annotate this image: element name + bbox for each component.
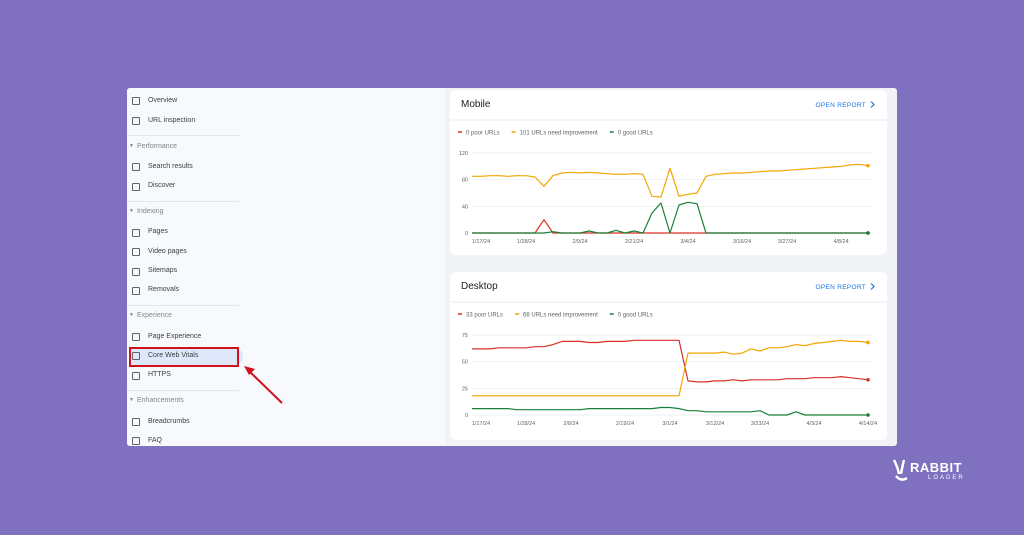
divider xyxy=(127,389,239,391)
series-line xyxy=(472,163,869,198)
divider xyxy=(127,304,239,306)
brand-sub: LOADER xyxy=(928,475,965,481)
brand-icon xyxy=(892,459,908,481)
chevron xyxy=(870,283,875,290)
chart-title: Mobile xyxy=(461,99,491,110)
legend-label: 0 good URLs xyxy=(618,312,653,318)
x-tick-label: 2/9/24 xyxy=(572,239,587,245)
x-tick-label: 1/17/24 xyxy=(472,421,490,427)
series-line xyxy=(472,339,869,383)
x-tick-label: 3/23/24 xyxy=(751,421,769,427)
nav-item[interactable]: Video pages xyxy=(148,247,187,255)
legend-label: 0 good URLs xyxy=(618,130,653,136)
nav-item[interactable]: Core Web Vitals xyxy=(148,351,199,359)
nav-icon xyxy=(132,352,140,361)
end-dot xyxy=(866,413,870,417)
y-tick-label: 0 xyxy=(465,413,468,419)
section-caret: ▼ xyxy=(129,312,134,319)
y-tick-label: 25 xyxy=(462,386,468,392)
nav-item[interactable]: Discover xyxy=(148,182,176,190)
x-tick-label: 1/28/24 xyxy=(517,239,535,245)
x-tick-label: 3/16/24 xyxy=(733,239,751,245)
y-tick-label: 40 xyxy=(462,204,468,210)
x-tick-label: 4/3/24 xyxy=(806,421,821,427)
nav-item[interactable]: HTTPS xyxy=(148,371,171,379)
x-tick-label: 4/8/24 xyxy=(833,239,848,245)
brand-name: RABBIT xyxy=(910,460,963,475)
chart-title: Desktop xyxy=(461,281,498,292)
x-tick-label: 2/21/24 xyxy=(625,239,643,245)
legend-label: 101 URLs need improvement xyxy=(520,130,598,136)
nav-item[interactable]: Sitemaps xyxy=(148,267,178,274)
open-report[interactable]: OPEN REPORT xyxy=(816,102,867,109)
section-caret: ▼ xyxy=(129,208,134,215)
sidebar: Overview URL inspection ▼ Performance Search… xyxy=(127,88,445,446)
mobile-card: Mobile OPEN REPORT 0 poor URLs 101 URLs nee… xyxy=(450,90,887,255)
section-caret: ▼ xyxy=(129,142,134,149)
nav-item[interactable]: FAQ xyxy=(148,436,163,444)
series-line xyxy=(472,201,868,234)
x-tick-label: 2/8/24 xyxy=(563,421,578,427)
end-dot xyxy=(866,231,870,235)
y-tick-label: 0 xyxy=(465,231,468,237)
chart: Desktop OPEN REPORT 33 poor URLs 68 URLs ne… xyxy=(450,281,887,427)
desktop-card: Desktop OPEN REPORT 33 poor URLs 68 URLs ne… xyxy=(450,272,887,440)
selected-bg xyxy=(129,347,243,365)
nav-item[interactable]: URL inspection xyxy=(148,116,196,124)
nav-icon xyxy=(132,286,140,295)
nav-item[interactable]: Page Experience xyxy=(148,332,202,340)
x-tick-label: 3/1/24 xyxy=(662,421,677,427)
search-console: Overview URL inspection ▼ Performance Search… xyxy=(127,88,897,446)
nav-icon xyxy=(132,182,140,191)
end-dot xyxy=(866,163,870,168)
y-tick-label: 120 xyxy=(459,151,468,157)
divider xyxy=(127,135,239,136)
nav-icon xyxy=(132,228,140,237)
divider xyxy=(127,200,239,202)
end-dot xyxy=(866,378,870,382)
x-tick-label: 1/28/24 xyxy=(517,421,535,427)
nav-icon xyxy=(132,163,140,172)
chart: Mobile OPEN REPORT 0 poor URLs 101 URLs nee… xyxy=(450,99,887,245)
x-tick-label: 2/19/24 xyxy=(616,421,634,427)
nav-item[interactable]: Breadcrumbs xyxy=(148,417,190,425)
legend-label: 68 URLs need improvement xyxy=(523,312,598,318)
section-title: Experience xyxy=(137,312,173,320)
nav-icon xyxy=(132,333,140,342)
nav-icon xyxy=(132,437,140,446)
chevron xyxy=(870,101,875,108)
section-title: Indexing xyxy=(137,208,164,216)
section-title: Enhancements xyxy=(137,397,184,405)
nav-item[interactable]: Overview xyxy=(148,96,178,104)
nav-icon xyxy=(132,97,140,105)
nav-icon xyxy=(132,267,140,276)
x-tick-label: 3/12/24 xyxy=(706,421,724,427)
section-title: Performance xyxy=(137,142,178,150)
y-tick-label: 75 xyxy=(462,333,468,339)
x-tick-label: 3/27/24 xyxy=(778,239,796,245)
x-tick-label: 1/17/24 xyxy=(472,239,490,245)
nav-icon xyxy=(132,248,140,257)
series-line xyxy=(472,406,868,416)
series-line xyxy=(472,339,869,397)
nav-item[interactable]: Search results xyxy=(148,162,193,170)
nav-item[interactable]: Removals xyxy=(148,286,180,294)
legend-label: 0 poor URLs xyxy=(466,130,500,136)
y-tick-label: 80 xyxy=(462,178,468,184)
end-dot xyxy=(866,340,870,345)
x-tick-label: 3/4/24 xyxy=(680,239,695,245)
y-tick-label: 50 xyxy=(462,360,468,366)
section-caret: ▼ xyxy=(129,397,134,404)
open-report[interactable]: OPEN REPORT xyxy=(816,284,867,291)
nav-icon xyxy=(132,418,140,426)
x-tick-label: 4/14/24 xyxy=(859,421,877,427)
nav-icon xyxy=(132,371,140,380)
highlight-box xyxy=(129,347,239,368)
legend-label: 33 poor URLs xyxy=(466,312,503,318)
nav-item[interactable]: Pages xyxy=(148,228,168,236)
nav-icon xyxy=(132,117,140,125)
